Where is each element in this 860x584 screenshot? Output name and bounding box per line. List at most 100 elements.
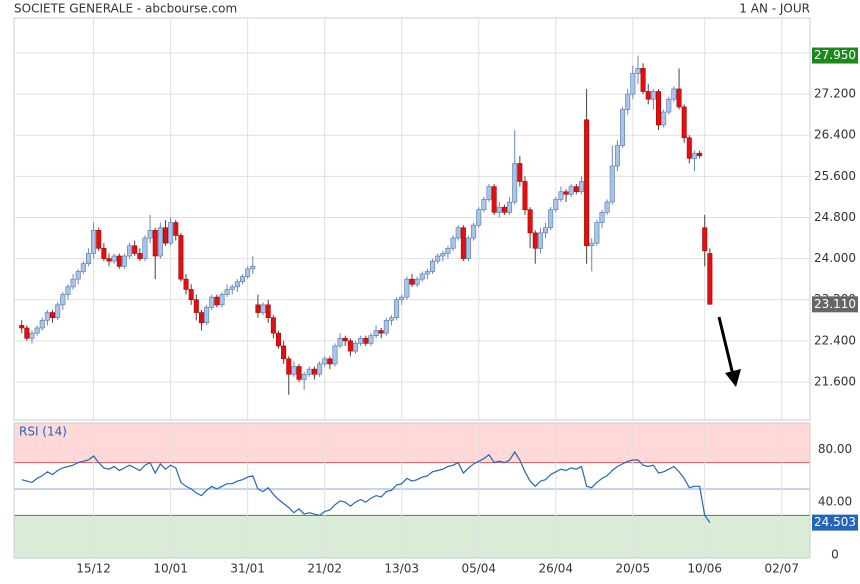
candle-body [91, 230, 97, 254]
candle-body [80, 263, 86, 272]
candle-body [260, 304, 266, 313]
candle-body [34, 327, 40, 334]
candle-body [414, 278, 420, 285]
candle-body [183, 278, 189, 290]
candle-body [635, 68, 641, 74]
candle-body [162, 227, 168, 244]
candle-body [440, 253, 446, 257]
candle-body [250, 265, 256, 270]
candle-body [224, 289, 230, 295]
candle-body [70, 278, 76, 288]
candle-body [152, 230, 158, 257]
high-label: 27.950 [814, 48, 856, 62]
candle-body [101, 248, 107, 259]
x-tick-label: 20/05 [616, 562, 651, 576]
x-tick-label: 10/06 [687, 562, 722, 576]
candle-body [537, 232, 543, 249]
period: 1 AN - JOUR [739, 2, 810, 16]
candle-body [496, 206, 502, 213]
candle-body [543, 227, 549, 234]
candle-body [676, 88, 682, 108]
y-tick-label: 27.200 [814, 87, 856, 101]
overbought-zone [14, 423, 810, 463]
last-label: 23.110 [814, 297, 856, 311]
candle-body [584, 119, 590, 247]
candle-body [265, 304, 271, 319]
candle-body [142, 237, 148, 259]
candle-body [609, 165, 615, 203]
candle-body [512, 163, 518, 203]
candle-body [671, 88, 677, 100]
candle-body [691, 152, 697, 159]
candle-body [65, 286, 71, 295]
candle-body [96, 230, 102, 249]
candle-body [75, 271, 81, 280]
candle-body [137, 253, 143, 259]
candle-body [563, 191, 569, 195]
candle-body [450, 237, 456, 249]
candle-body [106, 258, 112, 262]
candle-body [204, 307, 210, 324]
candle-body [219, 294, 225, 306]
x-tick-label: 26/04 [538, 562, 573, 576]
candle-body [306, 368, 312, 375]
y-tick-label: 24.000 [814, 251, 856, 265]
candle-body [193, 299, 199, 313]
rsi-title: RSI (14) [19, 425, 67, 439]
candle-body [578, 181, 584, 193]
annotation-arrow [717, 316, 741, 387]
oversold-zone [14, 515, 810, 558]
candle-body [661, 111, 667, 126]
candle-body [157, 227, 163, 257]
candle-body [645, 91, 651, 100]
candle-body [620, 109, 626, 146]
y-tick-label: 80.00 [818, 442, 852, 456]
candle-body [178, 235, 184, 280]
candle-body [604, 201, 610, 213]
candle-body [55, 304, 61, 319]
y-tick-label: 21.600 [814, 374, 856, 388]
candle-body [209, 296, 215, 308]
candle-body [553, 199, 559, 211]
x-tick-label: 13/03 [384, 562, 419, 576]
y-tick-label: 26.400 [814, 128, 856, 142]
candle-body [342, 337, 348, 342]
candle-body [625, 93, 631, 110]
candle-body [347, 340, 353, 352]
candle-body [471, 224, 477, 239]
candle-body [275, 332, 281, 347]
candle-body [599, 212, 605, 223]
candle-body [311, 368, 317, 375]
y-tick-label: 40.00 [818, 495, 852, 509]
y-tick-label: 0 [831, 547, 839, 561]
candle-body [378, 330, 384, 334]
candle-body [666, 98, 672, 113]
candle-body [614, 145, 620, 167]
y-tick-label: 24.800 [814, 210, 856, 224]
candle-body [522, 181, 528, 211]
x-tick-label: 31/01 [230, 562, 265, 576]
candle-body [234, 281, 240, 288]
x-tick-label: 05/04 [461, 562, 496, 576]
candle-body [532, 232, 538, 249]
candle-body [430, 260, 436, 272]
candle-body [60, 294, 66, 306]
x-tick-label: 10/01 [153, 562, 188, 576]
candle-body [270, 317, 276, 334]
candle-body [317, 363, 323, 375]
rsi-panel: 15/12 10/01 31/01 21/02 13/03 05/04 26/04 20/05… [13, 422, 858, 576]
last-label: 24.503 [814, 515, 856, 529]
plot-frame [13, 422, 811, 559]
candle-body [147, 230, 153, 239]
candle-body [301, 373, 307, 380]
candle-body [286, 358, 292, 375]
candle-body [630, 73, 636, 95]
candle-body [39, 319, 45, 329]
candle-body [501, 206, 507, 213]
candle-body [173, 222, 179, 236]
high-tag [812, 47, 858, 64]
last-tag [812, 296, 858, 313]
candle-body [368, 335, 374, 344]
candle-body [409, 278, 415, 285]
